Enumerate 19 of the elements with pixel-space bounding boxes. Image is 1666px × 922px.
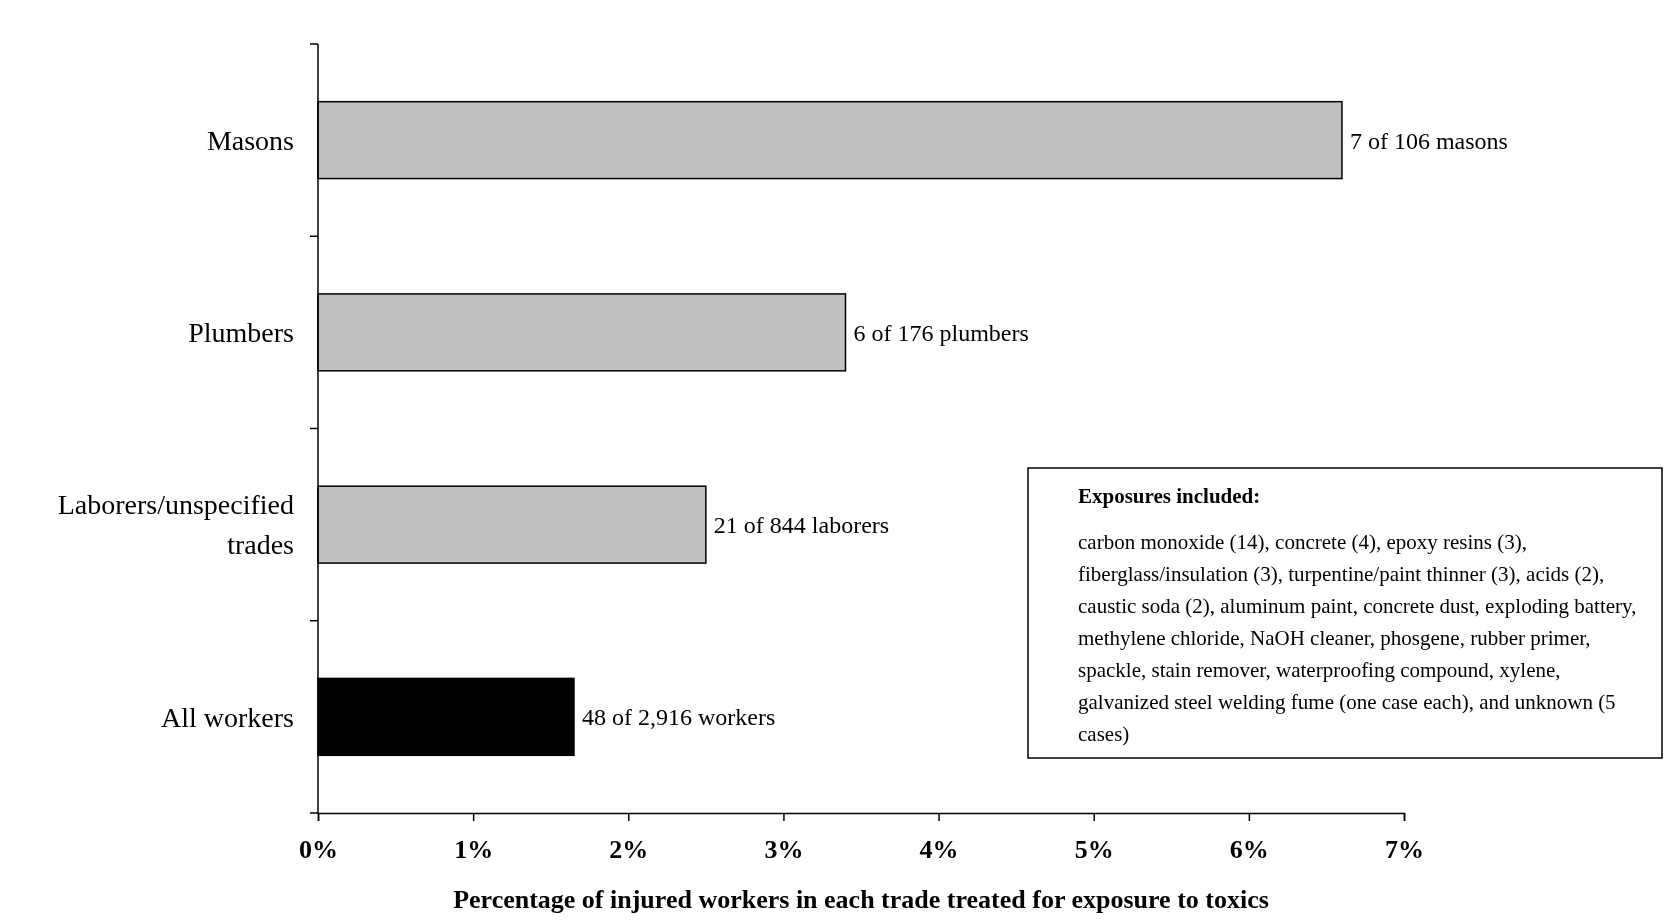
annotation: carbon monoxide (14), concrete (4), epoxy resins (3), fiberglass/insulation (3), turpentine/paint thinner (3), acids (2), caustic soda (2), aluminum paint, concrete dust, exploding battery, methylene chloride, NaOH cleaner, phosgene, rubber primer, spackle, stain remover, waterproofing compound, xylene, galvanized steel welding fume (one case each), and unknown (5 cases) — [1078, 530, 1637, 747]
x-tick-label: 3% — [764, 834, 804, 864]
x-tick-label: 6% — [1229, 834, 1269, 864]
y-tick-label: Masons — [206, 124, 294, 156]
x-tick-label: 2% — [609, 834, 649, 864]
y-tick-label: Laborers/unspecified trades — [57, 489, 294, 561]
annotation: 6 of 176 plumbers — [853, 319, 1029, 346]
annotation: 21 of 844 laborers — [713, 512, 890, 539]
x-tick-label: 5% — [1074, 834, 1114, 864]
x-tick-label: 7% — [1385, 834, 1424, 864]
x-tick-label: 1% — [454, 834, 494, 864]
annotation: 7 of 106 masons — [1349, 127, 1508, 154]
y-tick-label: Plumbers — [188, 317, 294, 349]
y-tick-label: All workers — [161, 701, 294, 733]
annotation: 48 of 2,916 workers — [581, 704, 776, 731]
x-axis-title: Percentage of injured workers in each trade treated for exposure to toxics — [453, 885, 1269, 914]
annotation: Exposures included: — [1078, 484, 1261, 509]
x-tick-label: 0% — [299, 834, 338, 864]
x-tick-label: 4% — [919, 834, 959, 864]
